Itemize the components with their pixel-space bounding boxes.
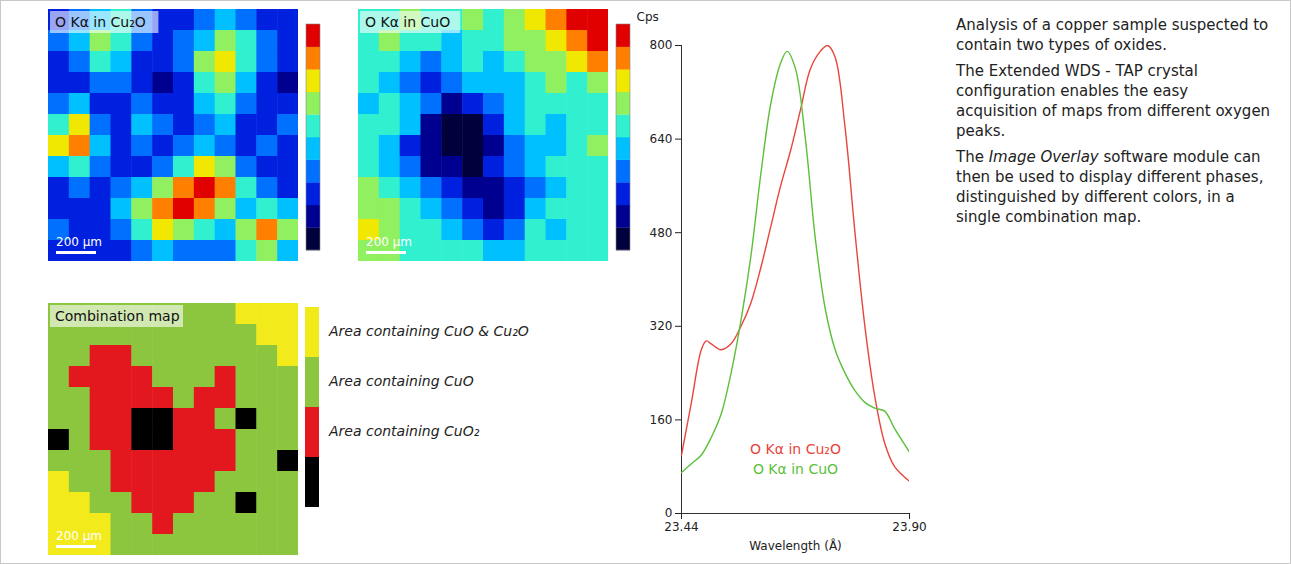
html-text:The Extended WDS - TAP crystal: The Extended WDS - TAP crystal configura… [956,62,1271,140]
svg-text:Wavelength (Å): Wavelength (Å) [749,538,842,553]
svg-text:640: 640 [650,132,673,146]
svg-text:O Kα in Cu₂O: O Kα in Cu₂O [750,441,841,457]
html-text:Analysis of a copper sample su: Analysis of a copper sample suspected to… [956,16,1269,54]
html-text:The Image Overlay software mod: The Image Overlay software module can th… [956,148,1264,226]
html-text:Area containing CuO & Cu₂O: Area containing CuO & Cu₂O [329,323,529,339]
svg-text:200 µm: 200 µm [56,235,102,249]
svg-text:320: 320 [650,319,673,333]
svg-text:200 µm: 200 µm [366,235,412,249]
html-text:Area containing CuO₂: Area containing CuO₂ [329,423,480,439]
svg-text:23.44: 23.44 [664,520,698,534]
svg-text:23.90: 23.90 [892,520,926,534]
html-text:Area containing CuO: Area containing CuO [329,373,474,389]
svg-text:160: 160 [650,413,673,427]
svg-text:O Kα in CuO: O Kα in CuO [753,461,838,477]
svg-text:Cps: Cps [637,10,659,24]
svg-text:Combination map: Combination map [55,308,180,324]
svg-text:200 µm: 200 µm [56,529,102,543]
svg-text:0: 0 [665,506,673,520]
svg-text:800: 800 [650,38,673,52]
svg-text:O Kα in Cu₂O: O Kα in Cu₂O [55,14,146,30]
svg-text:O Kα in CuO: O Kα in CuO [365,14,450,30]
svg-text:480: 480 [650,226,673,240]
